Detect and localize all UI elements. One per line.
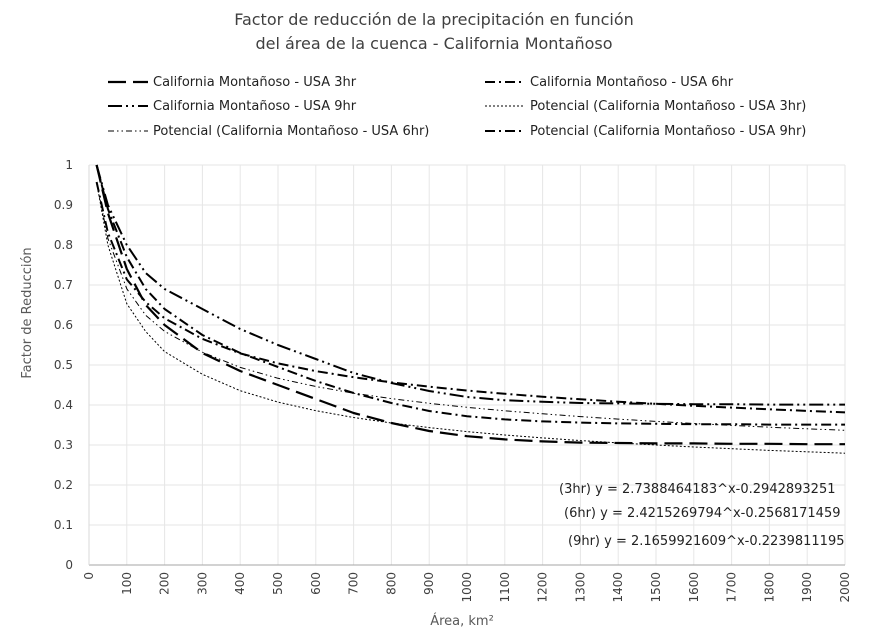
x-tick-label: 200 [158, 572, 172, 595]
x-tick-label: 1100 [498, 572, 512, 603]
series-line [95, 164, 845, 426]
y-tick-label: 0.7 [54, 278, 73, 292]
legend-label: Potencial (California Montañoso - USA 6h… [153, 124, 429, 139]
x-tick-label: 700 [347, 572, 361, 595]
x-tick-label: 600 [309, 572, 323, 595]
x-tick-label: 1300 [573, 572, 587, 603]
legend-label: Potencial (California Montañoso - USA 9h… [530, 124, 806, 139]
x-tick-label: 1400 [611, 572, 625, 603]
y-tick-label: 0.5 [54, 358, 73, 372]
legend-label: California Montañoso - USA 3hr [153, 75, 357, 90]
x-tick-label: 1900 [800, 572, 814, 603]
x-tick-label: 1200 [536, 572, 550, 603]
x-tick-label: 100 [120, 572, 134, 595]
series-line [96, 182, 846, 454]
x-tick-label: 0 [82, 572, 96, 580]
series-line [95, 164, 845, 406]
x-tick-label: 500 [271, 572, 285, 595]
legend-label: California Montañoso - USA 6hr [530, 75, 734, 90]
x-tick-label: 1800 [762, 572, 776, 603]
legend-item: Potencial (California Montañoso - USA 6h… [108, 124, 429, 139]
series-lines [95, 164, 846, 454]
legend: California Montañoso - USA 3hr California… [108, 75, 806, 139]
x-tick-label: 900 [422, 572, 436, 595]
y-tick-label: 0.2 [54, 478, 73, 492]
series-line [95, 181, 846, 414]
x-tick-label: 300 [195, 572, 209, 595]
y-tick-label: 0.6 [54, 318, 73, 332]
title-line: Factor de reducción de la precipitación … [234, 10, 634, 29]
legend-item: Potencial (California Montañoso - USA 9h… [485, 124, 806, 139]
x-tick-label: 1600 [687, 572, 701, 603]
equation-label: (6hr) y = 2.4215269794^x-0.2568171459 [564, 506, 841, 521]
series-line [95, 164, 845, 446]
x-axis-title: Área, km² [430, 613, 494, 629]
y-tick-label: 0.1 [54, 518, 73, 532]
x-tick-label: 1000 [460, 572, 474, 603]
legend-item: California Montañoso - USA 6hr [485, 75, 734, 90]
axes: 0 0.1 0.2 0.3 0.4 0.5 0.6 0.7 0.8 0.9 1 0 100 200 300 4… [54, 158, 852, 603]
equation-label: (3hr) y = 2.7388464183^x-0.2942893251 [559, 482, 836, 497]
equation-label: (9hr) y = 2.1659921609^x-0.2239811195 [568, 534, 845, 549]
y-tick-label: 0.9 [54, 198, 73, 212]
x-tick-label: 1700 [725, 572, 739, 603]
y-tick-label: 0 [65, 558, 73, 572]
series-line [96, 182, 846, 431]
legend-item: California Montañoso - USA 3hr [108, 75, 357, 90]
chart-title: Factor de reducción de la precipitación … [234, 10, 634, 53]
y-tick-label: 0.4 [54, 398, 73, 412]
title-line: del área de la cuenca - California Monta… [255, 34, 612, 53]
y-tick-label: 1 [65, 158, 73, 172]
legend-label: Potencial (California Montañoso - USA 3h… [530, 99, 806, 114]
y-tick-label: 0.8 [54, 238, 73, 252]
x-tick-label: 800 [384, 572, 398, 595]
x-tick-label: 2000 [838, 572, 852, 603]
equations: (3hr) y = 2.7388464183^x-0.2942893251 (6h… [559, 482, 845, 549]
x-tick-label: 1500 [649, 572, 663, 603]
x-tick-label: 400 [233, 572, 247, 595]
legend-item: Potencial (California Montañoso - USA 3h… [485, 99, 806, 114]
legend-label: California Montañoso - USA 9hr [153, 99, 357, 114]
gridlines [88, 164, 846, 566]
y-tick-label: 0.3 [54, 438, 73, 452]
y-axis-title: Factor de Reducción [20, 247, 35, 378]
legend-item: California Montañoso - USA 9hr [108, 99, 357, 114]
